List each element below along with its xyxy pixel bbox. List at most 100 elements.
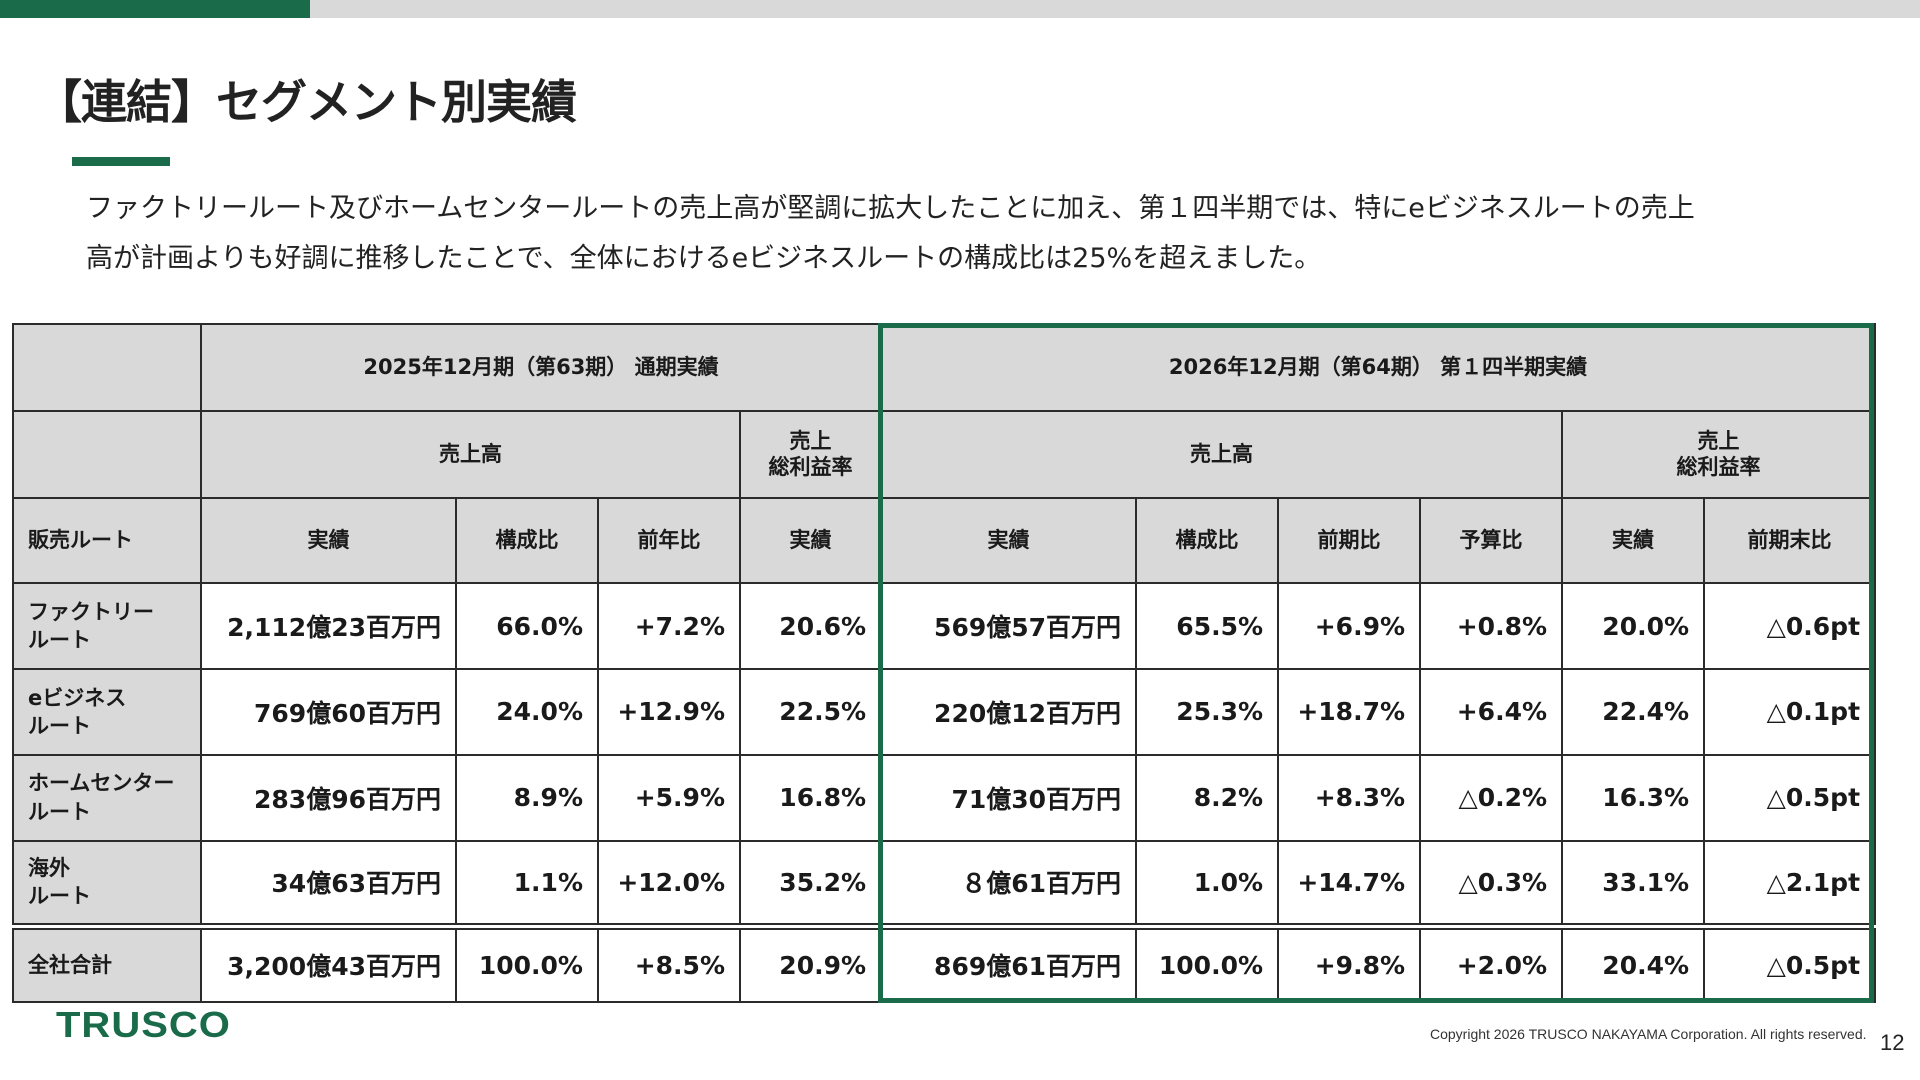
- segment-performance-table: 2025年12月期（第63期） 通期実績 2026年12月期（第64期） 第１四…: [12, 323, 1877, 1003]
- row-label: ファクトリー ルート: [12, 582, 202, 671]
- cell-q1-ratio: 25.3%: [1135, 668, 1280, 756]
- header-row-columns: 販売ルート 実績 構成比 前年比 実績 実績 構成比 前期比 予算比 実績 前期…: [12, 496, 1877, 585]
- cell-q1-margin: 16.3%: [1561, 753, 1706, 842]
- cell-fy25-yoy: +7.2%: [597, 582, 741, 671]
- cell-q1-sales: 71億30百万円: [880, 753, 1138, 842]
- top-bar: [0, 0, 1920, 18]
- row-label: ホームセンター ルート: [12, 753, 202, 842]
- header-vs-prev-end: 前期末比: [1703, 496, 1877, 585]
- header-sales-fy2025: 売上高: [200, 409, 741, 499]
- row-label-line2: ルート: [28, 799, 91, 824]
- cell-q1-budget: △0.3%: [1419, 839, 1564, 928]
- cell-fy25-margin: 22.5%: [738, 668, 883, 756]
- trusco-logo: TRUSCO: [56, 1005, 231, 1045]
- header-empty-cell: [12, 323, 202, 412]
- table-row: ホームセンター ルート 283億96百万円 8.9% +5.9% 16.8% 7…: [12, 753, 1877, 842]
- cell-q1-margin-diff: △2.1pt: [1703, 839, 1877, 928]
- row-label-line2: ルート: [28, 884, 91, 909]
- header-sales-fy2026: 売上高: [880, 409, 1564, 499]
- header-actual: 実績: [880, 496, 1138, 585]
- cell-fy25-margin: 16.8%: [738, 753, 883, 842]
- cell-fy25-ratio: 8.9%: [455, 753, 599, 842]
- header-margin-line2: 総利益率: [1676, 455, 1761, 480]
- page-title: 【連結】セグメント別実績: [36, 75, 577, 129]
- cell-fy25-sales: 283億96百万円: [200, 753, 457, 842]
- header-margin-fy2026: 売上 総利益率: [1561, 409, 1877, 499]
- copyright-text: Copyright 2026 TRUSCO NAKAYAMA Corporati…: [1430, 1026, 1867, 1042]
- header-budget: 予算比: [1419, 496, 1564, 585]
- total-fy25-ratio: 100.0%: [455, 922, 599, 1003]
- header-margin-line2: 総利益率: [768, 455, 853, 480]
- page-number: 12: [1880, 1030, 1905, 1055]
- cell-q1-sales: ８億61百万円: [880, 839, 1138, 928]
- header-empty-cell: [12, 409, 202, 499]
- cell-q1-ratio: 8.2%: [1135, 753, 1280, 842]
- row-label-line1: ファクトリー: [28, 599, 154, 624]
- total-q1-qoq: +9.8%: [1277, 922, 1422, 1003]
- description-line: ファクトリールート及びホームセンタールートの売上高が堅調に拡大したことに加え、第…: [86, 193, 1695, 224]
- header-actual: 実績: [200, 496, 457, 585]
- header-actual: 実績: [738, 496, 883, 585]
- header-margin-line1: 売上: [1697, 428, 1740, 453]
- title-underline: [72, 157, 170, 166]
- cell-q1-margin-diff: △0.6pt: [1703, 582, 1877, 671]
- row-label: eビジネス ルート: [12, 668, 202, 756]
- header-margin-line1: 売上: [789, 428, 832, 453]
- cell-q1-margin-diff: △0.5pt: [1703, 753, 1877, 842]
- cell-fy25-sales: 769億60百万円: [200, 668, 457, 756]
- description-line: 高が計画よりも好調に推移したことで、全体におけるeビジネスルートの構成比は25%…: [86, 243, 1322, 274]
- cell-fy25-sales: 2,112億23百万円: [200, 582, 457, 671]
- cell-fy25-ratio: 1.1%: [455, 839, 599, 928]
- row-label-line2: ルート: [28, 713, 91, 738]
- cell-q1-ratio: 1.0%: [1135, 839, 1280, 928]
- cell-fy25-ratio: 66.0%: [455, 582, 599, 671]
- header-margin-fy2025: 売上 総利益率: [738, 409, 883, 499]
- cell-q1-sales: 569億57百万円: [880, 582, 1138, 671]
- cell-fy25-margin: 20.6%: [738, 582, 883, 671]
- cell-q1-budget: +0.8%: [1419, 582, 1564, 671]
- cell-fy25-yoy: +5.9%: [597, 753, 741, 842]
- header-ratio: 構成比: [1135, 496, 1280, 585]
- cell-q1-margin: 33.1%: [1561, 839, 1706, 928]
- total-q1-ratio: 100.0%: [1135, 922, 1280, 1003]
- header-qoq: 前期比: [1277, 496, 1422, 585]
- cell-q1-budget: △0.2%: [1419, 753, 1564, 842]
- cell-fy25-yoy: +12.9%: [597, 668, 741, 756]
- total-fy25-sales: 3,200億43百万円: [200, 922, 457, 1003]
- cell-fy25-sales: 34億63百万円: [200, 839, 457, 928]
- header-actual: 実績: [1561, 496, 1706, 585]
- cell-q1-sales: 220億12百万円: [880, 668, 1138, 756]
- cell-fy25-margin: 35.2%: [738, 839, 883, 928]
- table-row: ファクトリー ルート 2,112億23百万円 66.0% +7.2% 20.6%…: [12, 582, 1877, 671]
- row-label: 海外 ルート: [12, 839, 202, 928]
- cell-q1-qoq: +8.3%: [1277, 753, 1422, 842]
- cell-fy25-yoy: +12.0%: [597, 839, 741, 928]
- total-q1-margin: 20.4%: [1561, 922, 1706, 1003]
- cell-q1-qoq: +14.7%: [1277, 839, 1422, 928]
- cell-q1-margin: 20.0%: [1561, 582, 1706, 671]
- cell-q1-ratio: 65.5%: [1135, 582, 1280, 671]
- header-row-period: 2025年12月期（第63期） 通期実績 2026年12月期（第64期） 第１四…: [12, 323, 1877, 412]
- row-label-line2: ルート: [28, 628, 91, 653]
- table-row: eビジネス ルート 769億60百万円 24.0% +12.9% 22.5% 2…: [12, 668, 1877, 756]
- header-period-fy2025: 2025年12月期（第63期） 通期実績: [199, 323, 883, 412]
- total-fy25-yoy: +8.5%: [597, 922, 741, 1003]
- cell-q1-margin: 22.4%: [1561, 668, 1706, 756]
- cell-q1-margin-diff: △0.1pt: [1703, 668, 1877, 756]
- header-route: 販売ルート: [12, 496, 202, 585]
- total-label: 全社合計: [12, 922, 202, 1003]
- cell-fy25-ratio: 24.0%: [455, 668, 599, 756]
- cell-q1-qoq: +6.9%: [1277, 582, 1422, 671]
- top-bar-accent: [0, 0, 310, 18]
- description: ファクトリールート及びホームセンタールートの売上高が堅調に拡大したことに加え、第…: [86, 184, 1846, 284]
- row-label-line1: 海外: [28, 855, 70, 880]
- total-row: 全社合計 3,200億43百万円 100.0% +8.5% 20.9% 869億…: [12, 922, 1877, 1003]
- header-row-group: 売上高 売上 総利益率 売上高 売上 総利益率: [12, 409, 1877, 499]
- header-ratio: 構成比: [455, 496, 599, 585]
- total-q1-sales: 869億61百万円: [880, 922, 1138, 1003]
- total-q1-budget: +2.0%: [1419, 922, 1564, 1003]
- cell-q1-qoq: +18.7%: [1277, 668, 1422, 756]
- header-yoy: 前年比: [597, 496, 741, 585]
- row-label-line1: eビジネス: [28, 685, 127, 710]
- table-row: 海外 ルート 34億63百万円 1.1% +12.0% 35.2% ８億61百万…: [12, 839, 1877, 928]
